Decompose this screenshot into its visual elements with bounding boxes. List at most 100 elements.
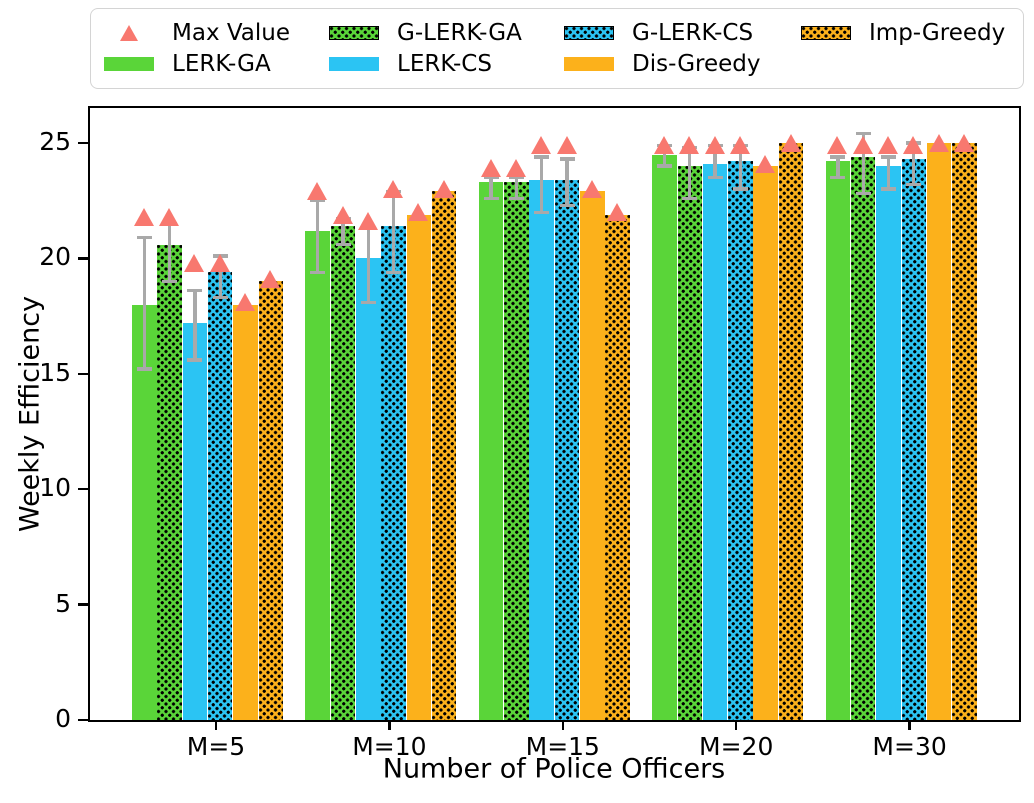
swatch-glyph: [564, 26, 614, 40]
error-bar-cap: [732, 187, 748, 191]
legend: Max Value G-LERK-GA G-LERK-CS Imp-Greedy…: [90, 8, 1024, 89]
x-tick: [561, 720, 564, 730]
bar-G-LERK-GA-M=5: [157, 244, 182, 720]
legend-item-lerk-cs: LERK-CS: [329, 50, 564, 77]
error-bar-cap: [855, 132, 871, 136]
bar-G-LERK-CS-M=20: [728, 161, 753, 720]
bar-Dis-Greedy-M=10: [406, 214, 432, 720]
max-marker: [780, 134, 801, 152]
y-tick-label: 25: [39, 127, 71, 156]
legend-item-g-lerk-ga: G-LERK-GA: [329, 19, 564, 46]
error-bar-cap: [508, 175, 524, 180]
max-marker: [556, 136, 577, 155]
error-bar-cap: [136, 367, 152, 371]
error-bar-cap: [881, 155, 896, 159]
x-tick-label: M=5: [186, 732, 246, 761]
bar-G-LERK-GA-M=30: [850, 156, 876, 720]
x-tick-label: M=30: [872, 732, 947, 761]
max-marker: [505, 159, 526, 178]
max-marker: [184, 254, 205, 273]
legend-item-max-value: Max Value: [104, 21, 329, 45]
error-bar: [514, 177, 519, 199]
bar-Imp-Greedy-M=30: [952, 143, 977, 720]
error-bar-cap: [310, 199, 326, 203]
error-bar-cap: [830, 175, 846, 180]
imp-greedy-swatch-icon: [801, 26, 851, 40]
error-bar-cap: [483, 175, 499, 180]
max-marker: [755, 154, 776, 173]
legend-label: LERK-CS: [397, 50, 492, 77]
x-tick: [388, 720, 391, 730]
y-tick: [78, 141, 88, 145]
legend-item-lerk-ga: LERK-GA: [104, 50, 329, 77]
max-marker: [679, 136, 700, 155]
bar-Dis-Greedy-M=15: [580, 191, 605, 720]
bar-LERK-CS-M=5: [182, 323, 208, 720]
legend-item-g-lerk-cs: G-LERK-CS: [564, 21, 801, 45]
legend-label: G-LERK-GA: [397, 19, 522, 46]
max-marker: [928, 134, 949, 152]
max-marker: [235, 293, 255, 312]
y-tick-label: 10: [39, 473, 71, 503]
bar-G-LERK-CS-M=5: [207, 272, 233, 720]
max-marker: [383, 180, 404, 199]
error-bar-cap: [657, 164, 672, 168]
error-bar: [912, 143, 916, 185]
bar-Imp-Greedy-M=20: [778, 143, 804, 720]
max-marker: [953, 134, 974, 152]
error-bar-cap: [360, 300, 376, 304]
error-bar-cap: [310, 270, 326, 274]
y-tick: [78, 488, 88, 491]
bar-LERK-GA-M=15: [478, 182, 504, 720]
error-bar: [861, 133, 865, 194]
legend-label: LERK-GA: [172, 50, 271, 77]
y-tick: [78, 372, 88, 375]
lerk-ga-swatch-icon: [104, 57, 154, 71]
error-bar: [316, 200, 320, 273]
bar-Dis-Greedy-M=20: [753, 166, 778, 720]
bar-G-LERK-CS-M=10: [381, 226, 406, 720]
error-bar-cap: [136, 235, 152, 240]
bar-LERK-CS-M=30: [876, 166, 901, 720]
x-tick: [735, 720, 738, 730]
max-marker: [531, 136, 552, 155]
error-bar: [886, 156, 891, 190]
dis-greedy-swatch-icon: [564, 57, 614, 71]
max-marker: [408, 203, 429, 222]
bar-LERK-GA-M=20: [652, 154, 677, 720]
y-axis-label: Weekly Efficiency: [14, 295, 46, 533]
x-tick-label: M=20: [699, 732, 774, 761]
legend-item-imp-greedy: Imp-Greedy: [801, 21, 1023, 45]
error-bar: [142, 237, 146, 370]
error-bar: [167, 223, 172, 282]
bar-Dis-Greedy-M=5: [233, 304, 258, 720]
bar-Imp-Greedy-M=10: [431, 191, 457, 720]
x-tick-label: M=10: [352, 732, 427, 761]
x-tick: [214, 720, 218, 730]
error-bar-cap: [855, 192, 871, 196]
error-bar-cap: [212, 295, 228, 300]
swatch-glyph: [329, 57, 379, 71]
error-bar: [218, 256, 222, 298]
error-bar-cap: [187, 358, 203, 362]
g-lerk-cs-swatch-icon: [564, 26, 614, 40]
swatch-glyph: [104, 57, 154, 71]
x-tick-label: M=15: [525, 732, 600, 761]
swatch-glyph: [329, 26, 379, 40]
bar-LERK-GA-M=30: [825, 161, 851, 720]
y-tick-label: 20: [39, 242, 71, 272]
max-value-triangle-icon: [104, 25, 154, 41]
x-axis-label: Number of Police Officers: [382, 753, 726, 785]
bar-Imp-Greedy-M=5: [258, 281, 284, 720]
x-tick: [908, 720, 911, 730]
error-bar-cap: [483, 196, 499, 201]
error-bar-cap: [335, 242, 351, 247]
max-marker: [307, 182, 328, 201]
error-bar: [565, 159, 569, 206]
bar-G-LERK-GA-M=10: [330, 226, 356, 720]
max-marker: [159, 207, 180, 226]
error-bar: [366, 228, 370, 303]
error-bar: [193, 290, 197, 360]
max-marker: [903, 136, 924, 155]
